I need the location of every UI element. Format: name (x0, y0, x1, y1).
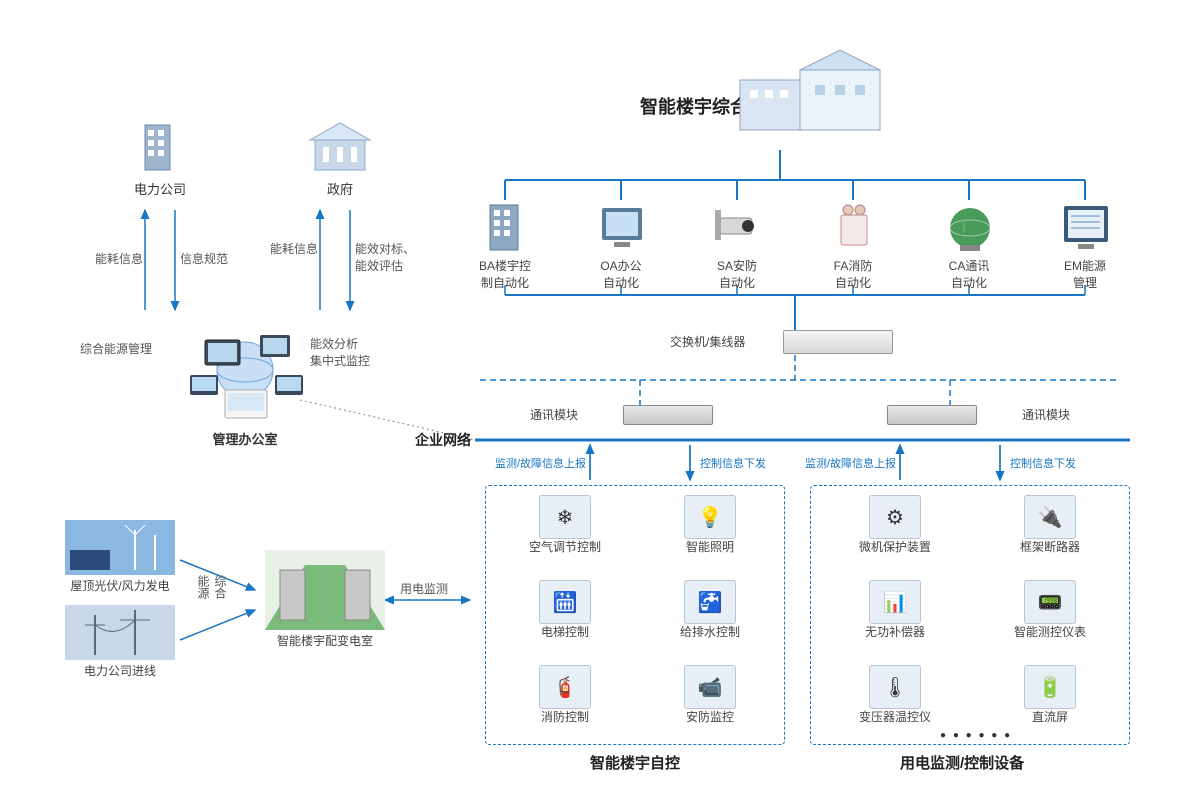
pv-wind-node: 屋顶光伏/风力发电 (60, 520, 180, 595)
enterprise-network-label: 企业网络 (415, 430, 471, 450)
auto-item-5: 📹安防监控 (645, 665, 775, 726)
monitor-item-2: 📊无功补偿器 (825, 580, 965, 641)
monitor-item-3: 📟智能测控仪表 (980, 580, 1120, 641)
power-line-node: 电力公司进线 (60, 605, 180, 680)
monitor-item-4: 🌡变压器温控仪 (825, 665, 965, 726)
monitor-item-0: ⚙微机保护装置 (825, 495, 965, 556)
subsystem-fa: FA消防 自动化 (823, 200, 883, 292)
subsystem-ca: CA通讯 自动化 (939, 200, 999, 292)
arrow-label-3: 能耗信息 (270, 240, 318, 257)
auto-control-title: 智能楼宇自控 (590, 752, 680, 773)
arrow-label-2: 信息规范 (180, 250, 228, 267)
arrow-label-4: 能效对标、 能效评估 (355, 240, 425, 274)
power-company-label: 电力公司 (120, 182, 200, 199)
monitor-title: 用电监测/控制设备 (900, 752, 1024, 773)
monitor-item-5: 🔋直流屏 (980, 665, 1120, 726)
management-office-label: 管理办公室 (170, 432, 320, 449)
power-company-node: 电力公司 (120, 115, 200, 199)
auto-item-1: 💡智能照明 (645, 495, 775, 556)
management-office-node: 管理办公室 (170, 315, 320, 449)
subsystem-em: EM能源 管理 (1055, 200, 1115, 292)
side-label-left: 综合能源管理 (80, 340, 152, 357)
power-monitor-label: 用电监测 (400, 580, 448, 597)
government-label: 政府 (300, 182, 380, 199)
monitor-item-1: 🔌框架断路器 (980, 495, 1120, 556)
subsystem-ba: BA楼宇控 制自动化 (475, 200, 535, 292)
ellipsis-dots: ● ● ● ● ● ● (940, 730, 1012, 741)
upload-label-1: 监测/故障信息上报 (495, 455, 586, 471)
upload-label-2: 监测/故障信息上报 (805, 455, 896, 471)
switch-node: 交换机/集线器 (670, 330, 920, 354)
auto-item-3: 🚰给排水控制 (645, 580, 775, 641)
government-node: 政府 (300, 115, 380, 199)
auto-item-4: 🧯消防控制 (500, 665, 630, 726)
download-label-2: 控制信息下发 (1010, 455, 1076, 471)
subsystem-oa: OA办公 自动化 (591, 200, 651, 292)
arrow-label-1: 能耗信息 (95, 250, 143, 267)
subsystem-sa: SA安防 自动化 (707, 200, 767, 292)
substation-node: 智能楼宇配变电室 (260, 550, 390, 650)
comm-module-left: 通讯模块 (530, 405, 750, 425)
download-label-1: 控制信息下发 (700, 455, 766, 471)
auto-item-0: ❄空气调节控制 (500, 495, 630, 556)
building-main-icon (720, 40, 900, 143)
comm-module-right: 通讯模块 (850, 405, 1070, 425)
combined-energy-label: 综合 能源 (195, 575, 229, 599)
auto-item-2: 🛗电梯控制 (500, 580, 630, 641)
